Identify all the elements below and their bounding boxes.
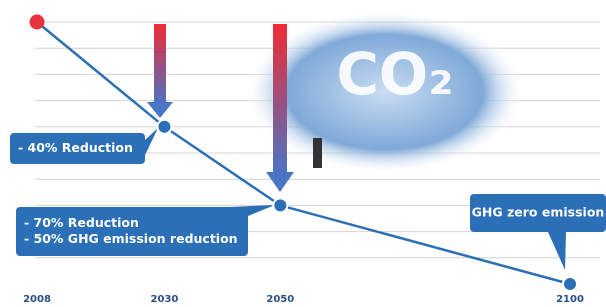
- chart: CO₂ - 40% Reduction - 70% Reduction- 50% …: [0, 0, 606, 307]
- x-tick-label: 2008: [23, 294, 51, 305]
- callout-text: GHG zero emission: [472, 205, 605, 220]
- x-tick-label: 2030: [151, 294, 179, 305]
- callout-tail: [548, 232, 566, 270]
- callout-text: - 40% Reduction: [18, 140, 133, 155]
- cloud-text: CO₂: [336, 40, 453, 108]
- x-tick-label: 2100: [556, 294, 584, 305]
- point: [30, 15, 45, 30]
- arrow: [147, 24, 173, 118]
- point: [157, 120, 171, 134]
- point: [273, 198, 287, 212]
- callout-tail: [145, 128, 158, 155]
- chimney: [313, 138, 322, 168]
- point: [563, 277, 577, 291]
- x-tick-label: 2050: [266, 294, 294, 305]
- callout-text: - 50% GHG emission reduction: [24, 231, 238, 246]
- callout-text: - 70% Reduction: [24, 215, 139, 230]
